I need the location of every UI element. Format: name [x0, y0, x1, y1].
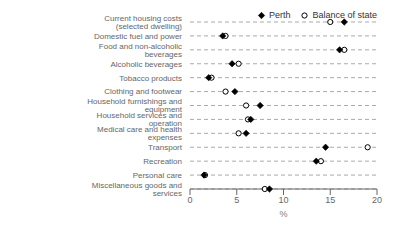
svg-text:Miscellaneous goods andservice: Miscellaneous goods andservices [92, 181, 182, 198]
svg-text:5: 5 [234, 195, 239, 205]
svg-text:Alcoholic beverages: Alcoholic beverages [110, 60, 182, 69]
svg-text:%: % [279, 209, 287, 219]
svg-text:20: 20 [372, 195, 382, 205]
svg-text:10: 10 [278, 195, 288, 205]
svg-text:Transport: Transport [148, 143, 183, 152]
svg-text:Food and non-alcoholicbeverage: Food and non-alcoholicbeverages [99, 42, 182, 59]
svg-text:0: 0 [187, 195, 192, 205]
svg-text:Medical care and healthexpense: Medical care and healthexpenses [97, 125, 182, 142]
svg-text:Tobacco products: Tobacco products [119, 74, 182, 83]
svg-text:Current housing costs(selected: Current housing costs(selected dwelling) [104, 14, 182, 31]
svg-text:Personal care: Personal care [133, 171, 183, 180]
svg-text:Clothing and footwear: Clothing and footwear [104, 87, 182, 96]
svg-text:15: 15 [325, 195, 335, 205]
svg-text:Domestic fuel and power: Domestic fuel and power [94, 32, 182, 41]
svg-text:Recreation: Recreation [143, 157, 182, 166]
